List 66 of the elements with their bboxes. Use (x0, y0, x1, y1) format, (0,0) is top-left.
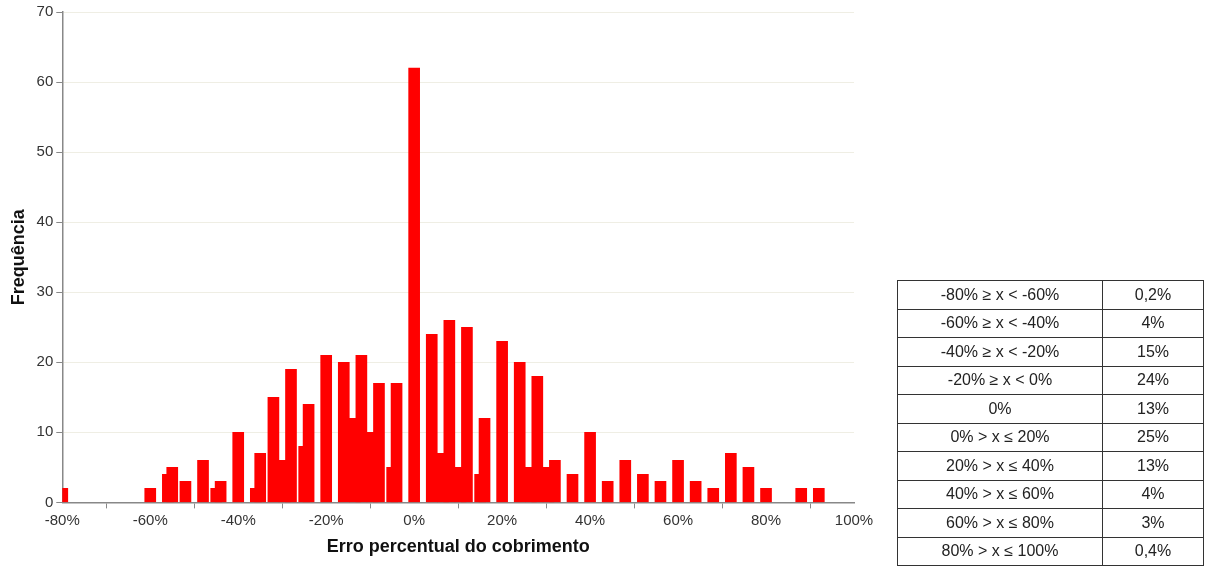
x-tick-label: -80% (44, 510, 80, 528)
bar (619, 460, 632, 503)
text: 0% > x ≤ 20% (897, 423, 1103, 452)
y-tick-label: 70 (36, 2, 54, 20)
x-axis-title: Erro percentual do cobrimento (326, 536, 590, 557)
text: 24% (1102, 366, 1204, 395)
bar (320, 354, 333, 503)
bar (179, 481, 192, 503)
y-axis-title: Frequência (7, 208, 28, 306)
x-tick-label: 40% (575, 510, 606, 528)
x-tick-label: 20% (487, 510, 518, 528)
text: 0,2% (1102, 280, 1204, 309)
bar (725, 453, 737, 503)
bar (654, 481, 667, 503)
x-tick-label: 80% (751, 510, 782, 528)
bar (496, 340, 508, 503)
y-tick-label: 0 (44, 492, 54, 510)
bar (390, 382, 403, 503)
text: 13% (1102, 451, 1204, 480)
bar (584, 432, 596, 503)
bar (795, 488, 808, 503)
bar (144, 488, 157, 503)
x-tick-label: 0% (403, 510, 425, 528)
bar (254, 453, 267, 503)
y-tick-label: 40 (36, 212, 54, 230)
x-tick-label: -60% (132, 510, 168, 528)
y-tick-label: 50 (36, 142, 54, 160)
text: 0,4% (1102, 537, 1204, 566)
y-tick-label: 60 (36, 72, 54, 90)
text: 13% (1102, 394, 1204, 423)
bar (672, 460, 684, 503)
bar (214, 481, 227, 503)
text: 15% (1102, 337, 1204, 366)
bar (232, 432, 245, 503)
x-tick-label: 60% (663, 510, 694, 528)
text: 4% (1102, 309, 1204, 338)
text: -20% ≥ x < 0% (897, 366, 1103, 395)
text: 3% (1102, 508, 1204, 537)
text: 4% (1102, 480, 1204, 509)
bar (760, 488, 772, 503)
bar (707, 488, 720, 503)
bar (637, 474, 649, 503)
bar (689, 481, 702, 503)
text: -60% ≥ x < -40% (897, 309, 1103, 338)
bar (478, 418, 491, 503)
text: -80% ≥ x < -60% (897, 280, 1103, 309)
bar (408, 67, 420, 503)
y-tick-label: 20 (36, 352, 54, 370)
bar (166, 467, 179, 503)
y-tick-label: 10 (36, 422, 54, 440)
x-tick-label: 100% (834, 510, 874, 528)
bar (601, 481, 614, 503)
text: 0% (897, 394, 1103, 423)
bar (812, 488, 825, 503)
text: 40% > x ≤ 60% (897, 480, 1103, 509)
text: 20% > x ≤ 40% (897, 451, 1103, 480)
text: 60% > x ≤ 80% (897, 508, 1103, 537)
bar (742, 467, 755, 503)
text: 25% (1102, 423, 1204, 452)
x-tick-label: -40% (220, 510, 256, 528)
x-tick-label: -20% (308, 510, 344, 528)
bar (566, 474, 579, 503)
text: 80% > x ≤ 100% (897, 537, 1103, 566)
text: -40% ≥ x < -20% (897, 337, 1103, 366)
bar (302, 403, 315, 503)
y-tick-label: 30 (36, 282, 54, 300)
